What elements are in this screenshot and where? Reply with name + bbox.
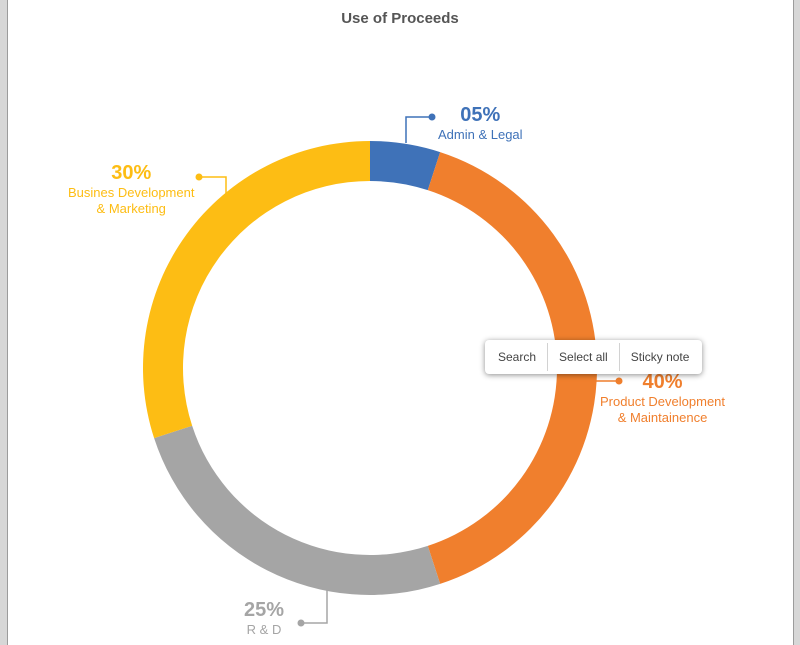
callout-label: R & D (246, 622, 282, 637)
menu-item-search[interactable]: Search (498, 350, 537, 364)
callout-business-development: 30% Busines Development & Marketing (68, 161, 194, 216)
callout-label: & Maintainence (617, 409, 708, 425)
callout-product-development: 40% Product Development & Maintainence (600, 370, 725, 425)
leader-admin-legal-dot (428, 113, 436, 121)
callout-admin-legal: 05% Admin & Legal (438, 103, 523, 143)
leader-admin-legal (405, 116, 432, 143)
callout-percent: 25% (244, 599, 285, 621)
leader-business-development (199, 176, 227, 194)
slice-product-development (427, 152, 597, 584)
window-frame-left (0, 0, 8, 645)
leader-business-development-dot (195, 173, 203, 181)
leader-product-development-dot (615, 377, 623, 385)
callout-label: Product Development (600, 394, 726, 409)
slice-business-development (142, 141, 370, 439)
chart-title: Use of Proceeds (341, 10, 459, 27)
callout-label: & Marketing (96, 200, 166, 216)
callout-percent: 05% (460, 104, 501, 126)
menu-divider (547, 343, 549, 371)
menu-item-sticky-note[interactable]: Sticky note (630, 350, 690, 364)
menu-item-select-all[interactable]: Select all (559, 350, 608, 364)
callout-percent: 30% (111, 162, 152, 184)
slice-admin-legal (370, 141, 441, 191)
text-context-menu: Search Select all Sticky note (485, 340, 703, 374)
leader-r-and-d (301, 590, 328, 624)
slice-r-and-d (154, 425, 441, 595)
callout-r-and-d: 25% R & D (244, 598, 284, 638)
menu-divider (618, 343, 620, 371)
window-frame-right (793, 0, 800, 645)
leader-r-and-d-dot (297, 619, 305, 627)
callout-label: Admin & Legal (438, 127, 523, 142)
callout-label: Busines Development (68, 185, 195, 200)
callout-percent: 40% (642, 371, 683, 393)
